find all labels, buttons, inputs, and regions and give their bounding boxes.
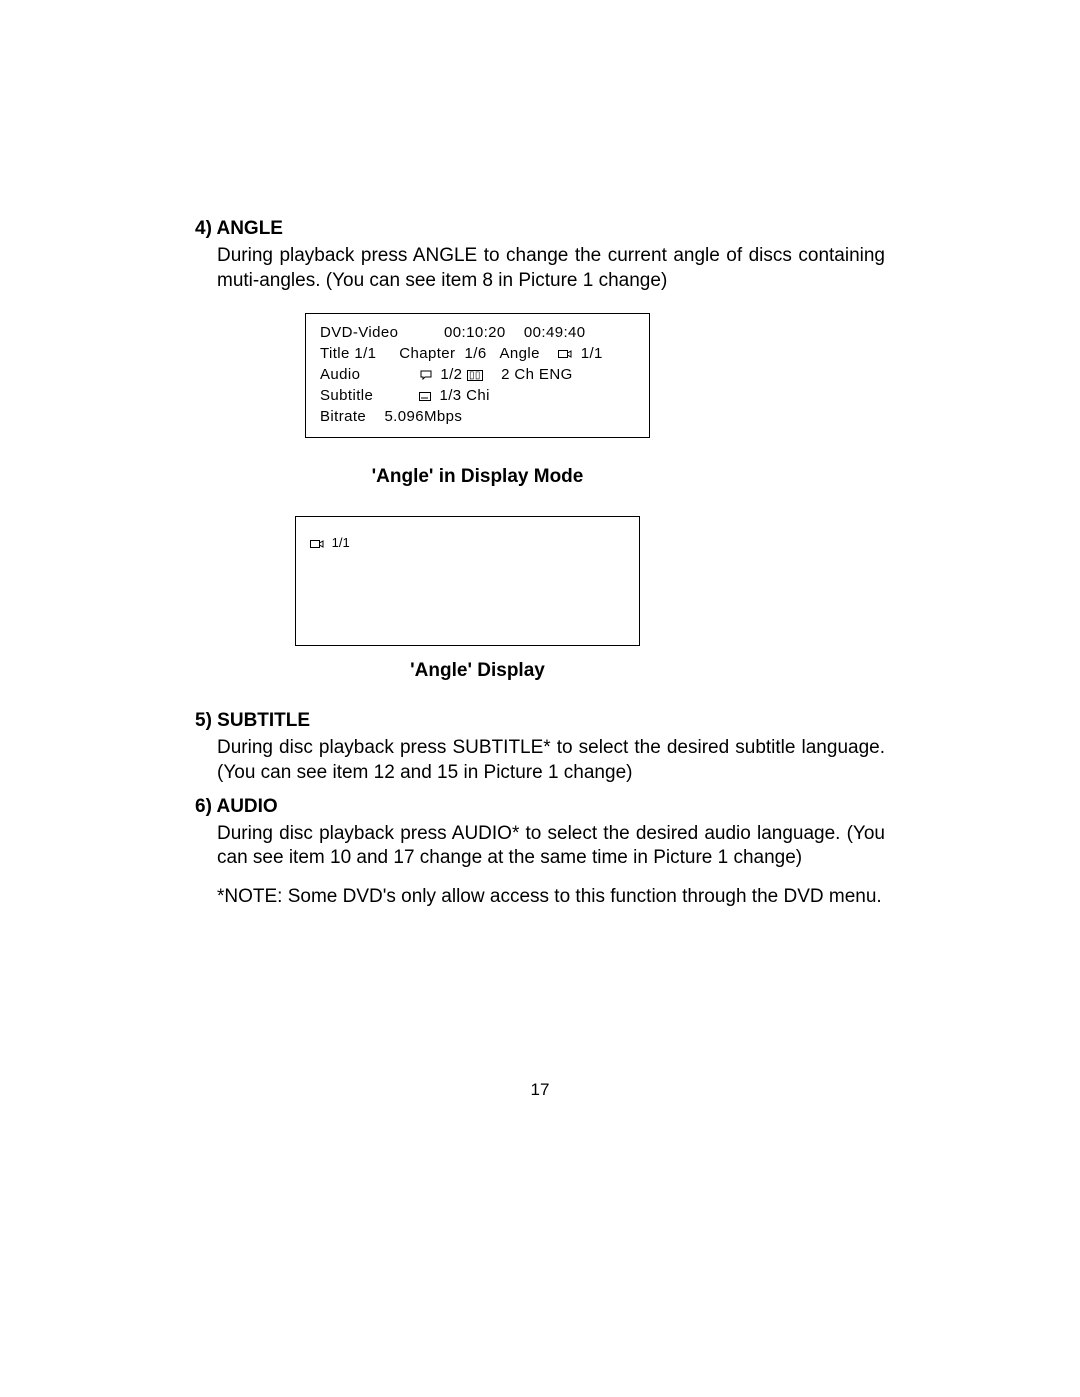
section-body-subtitle: During disc playback press SUBTITLE* to … (217, 736, 885, 785)
camera-angle-icon (310, 539, 324, 549)
section-body-audio: During disc playback press AUDIO* to sel… (217, 822, 885, 871)
osd-time-elapsed: 00:10:20 (444, 324, 506, 341)
speech-bubble-icon (420, 370, 432, 380)
osd-display-box-angle-only: 1/1 (295, 516, 640, 646)
section-body-angle: During playback press ANGLE to change th… (217, 244, 885, 293)
osd-bitrate-value: 5.096Mbps (384, 408, 462, 425)
caption-angle-display-mode: 'Angle' in Display Mode (305, 466, 650, 488)
osd-row-1: DVD-Video 00:10:20 00:49:40 (320, 322, 637, 343)
page-number: 17 (0, 1080, 1080, 1100)
section-heading-subtitle: 5) SUBTITLE (195, 710, 885, 732)
osd-angle-label: Angle (499, 345, 539, 362)
section-note-audio: *NOTE: Some DVD's only allow access to t… (217, 885, 885, 910)
osd-audio-channels: 2 Ch ENG (501, 366, 573, 383)
manual-page: 4) ANGLE During playback press ANGLE to … (195, 218, 885, 930)
dolby-icon: ▯▯ (467, 370, 483, 381)
osd-time-total: 00:49:40 (524, 324, 586, 341)
osd-disc-type: DVD-Video (320, 324, 398, 341)
osd-subtitle-label: Subtitle (320, 387, 373, 404)
subtitle-icon (419, 392, 431, 401)
osd-row-4: Subtitle 1/3 Chi (320, 385, 637, 406)
osd-row-3: Audio 1/2 ▯▯ 2 Ch ENG (320, 364, 637, 385)
osd-bitrate-label: Bitrate (320, 408, 366, 425)
osd-display-box-full: DVD-Video 00:10:20 00:49:40 Title 1/1 Ch… (305, 313, 650, 438)
caption-angle-display: 'Angle' Display (305, 660, 650, 682)
osd-angle-value: 1/1 (581, 345, 603, 362)
osd-audio-label: Audio (320, 366, 360, 383)
osd-row-2: Title 1/1 Chapter 1/6 Angle 1/1 (320, 343, 637, 364)
osd-audio-track: 1/2 (440, 366, 462, 383)
osd-subtitle-value: 1/3 Chi (440, 387, 490, 404)
osd-angle-only-value: 1/1 (332, 535, 350, 550)
osd-row-5: Bitrate 5.096Mbps (320, 406, 637, 427)
section-heading-audio: 6) AUDIO (195, 796, 885, 818)
osd-chapter: Chapter 1/6 (399, 345, 486, 362)
osd-title: Title 1/1 (320, 345, 376, 362)
camera-angle-icon (558, 349, 572, 359)
section-heading-angle: 4) ANGLE (195, 218, 885, 240)
